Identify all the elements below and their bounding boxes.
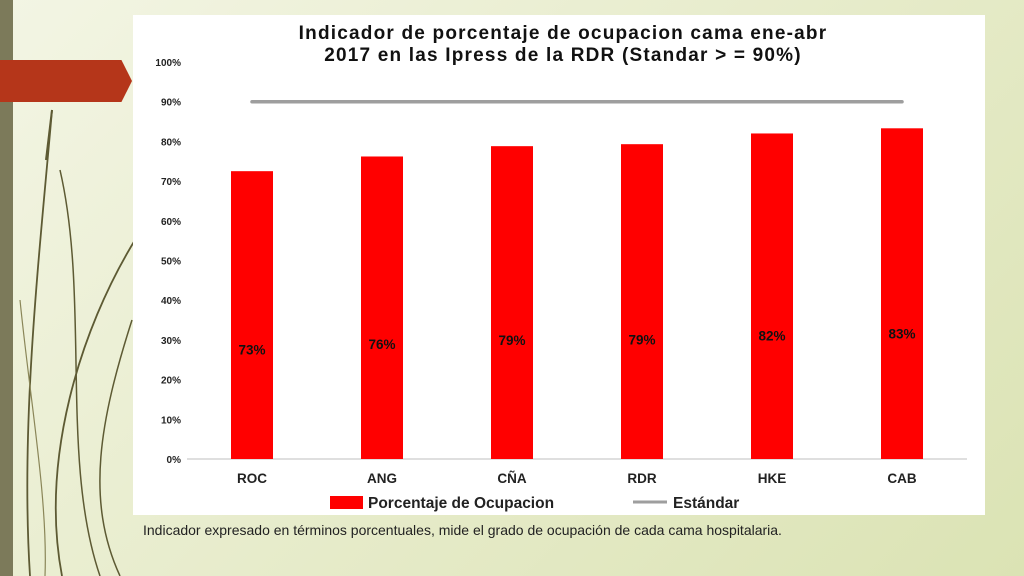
- data-label-CÑA: 79%: [498, 333, 525, 348]
- y-tick-label: 40%: [161, 296, 181, 307]
- bar-ANG: [361, 156, 403, 459]
- bar-HKE: [751, 133, 793, 459]
- y-axis: 0% 10% 20% 30% 40% 50% 60% 70% 80% 90% 100%: [155, 58, 181, 466]
- y-tick-label: 0%: [167, 455, 182, 466]
- decorative-curves: [19, 109, 136, 576]
- chart-title-line1: Indicador de porcentaje de ocupacion cam…: [299, 23, 828, 44]
- y-tick-label: 100%: [155, 58, 181, 69]
- x-tick-label-CÑA: CÑA: [497, 471, 526, 486]
- y-tick-label: 10%: [161, 415, 181, 426]
- x-tick-label-ROC: ROC: [237, 471, 267, 486]
- y-tick-label: 70%: [161, 177, 181, 188]
- y-tick-label: 60%: [161, 217, 181, 228]
- data-label-ROC: 73%: [238, 343, 265, 358]
- data-label-RDR: 79%: [628, 332, 655, 347]
- y-tick-label: 30%: [161, 336, 181, 347]
- x-axis-labels: ROC ANG CÑA RDR HKE CAB: [237, 471, 917, 486]
- chart-caption: Indicador expresado en términos porcentu…: [143, 522, 782, 538]
- bar-CÑA: [491, 146, 533, 459]
- left-accent-bar: [0, 0, 13, 576]
- bar-chart: Indicador de porcentaje de ocupacion cam…: [155, 23, 967, 512]
- legend: Porcentaje de Ocupacion Estándar: [330, 495, 739, 512]
- legend-label-estandar: Estándar: [673, 495, 739, 512]
- x-tick-label-RDR: RDR: [627, 471, 656, 486]
- bar-RDR: [621, 144, 663, 459]
- y-tick-label: 80%: [161, 137, 181, 148]
- bars-group: 73% 76% 79% 79% 82% 83%: [231, 128, 923, 460]
- bar-ROC: [231, 171, 273, 460]
- legend-label-ocupacion: Porcentaje de Ocupacion: [368, 495, 554, 512]
- bar-CAB: [881, 128, 923, 459]
- y-tick-label: 50%: [161, 257, 181, 268]
- legend-swatch-ocupacion: [330, 496, 363, 509]
- x-tick-label-ANG: ANG: [367, 471, 397, 486]
- data-label-CAB: 83%: [888, 326, 915, 341]
- data-label-ANG: 76%: [368, 337, 395, 352]
- y-tick-label: 90%: [161, 98, 181, 109]
- y-tick-label: 20%: [161, 376, 181, 387]
- x-tick-label-CAB: CAB: [887, 471, 916, 486]
- chart-title-line2: 2017 en las Ipress de la RDR (Standar > …: [324, 45, 802, 66]
- data-label-HKE: 82%: [758, 328, 785, 343]
- x-tick-label-HKE: HKE: [758, 471, 787, 486]
- red-arrow-tab: [0, 60, 132, 102]
- chart-panel: Indicador de porcentaje de ocupacion cam…: [133, 15, 985, 515]
